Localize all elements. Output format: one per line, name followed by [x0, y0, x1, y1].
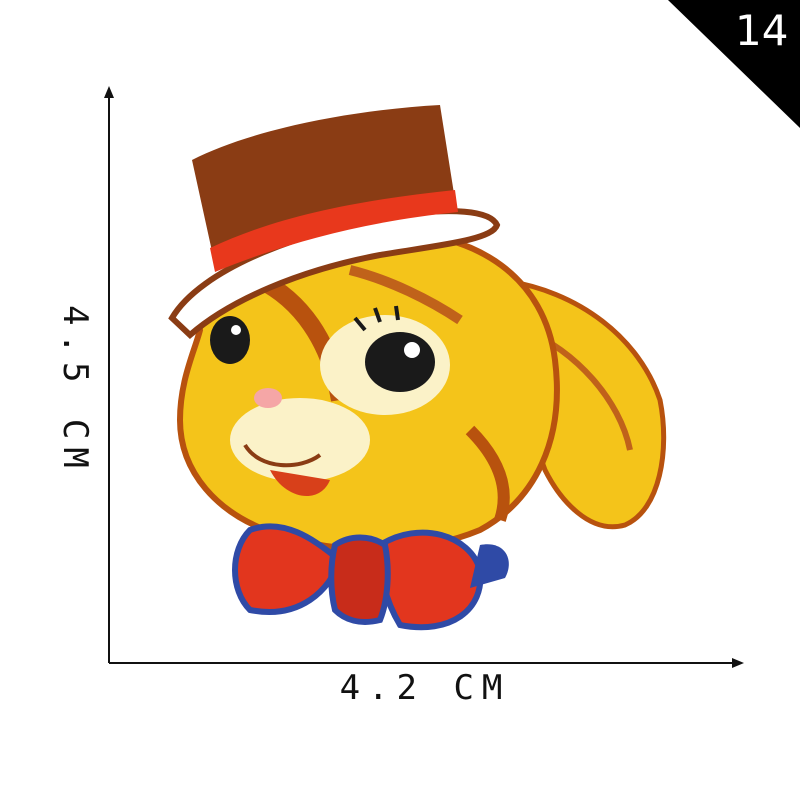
width-label: 4.2 CM: [339, 668, 511, 708]
height-arrow: [104, 86, 114, 663]
width-arrow: [109, 658, 744, 668]
height-label: 4.5 CM: [55, 305, 95, 476]
corner-badge: [668, 0, 800, 128]
height-label-wrap: 4.5 CM: [45, 305, 105, 476]
corner-badge-number: 14: [735, 6, 789, 55]
rabbit-patch: [168, 105, 667, 631]
